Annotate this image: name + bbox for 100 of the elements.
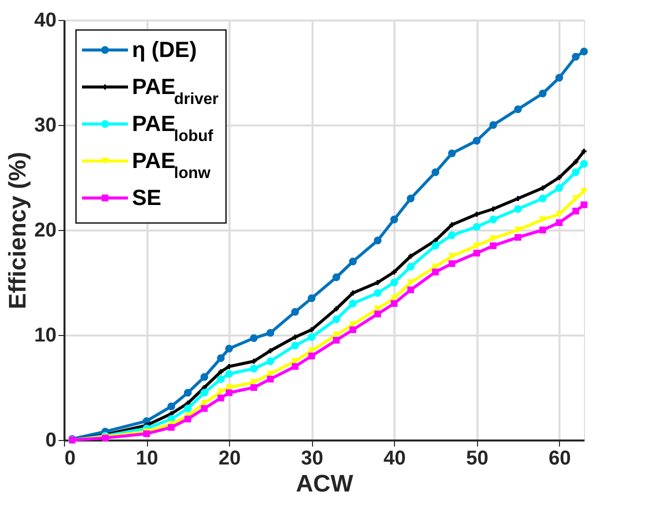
point — [250, 379, 258, 386]
point — [474, 212, 480, 217]
point — [250, 384, 258, 391]
point — [515, 196, 520, 201]
point — [514, 205, 522, 213]
point — [334, 306, 339, 312]
point — [580, 188, 588, 194]
point — [472, 242, 480, 249]
legend-label: SE — [132, 185, 162, 210]
point — [217, 394, 224, 402]
point — [333, 336, 340, 344]
y-tick-label: 10 — [34, 324, 56, 346]
point — [573, 159, 578, 164]
point — [580, 160, 588, 168]
point — [216, 354, 225, 362]
point — [582, 148, 586, 154]
point — [408, 254, 414, 259]
point — [332, 273, 340, 282]
point — [490, 235, 497, 242]
point — [200, 373, 208, 381]
y-tick-label: 0 — [45, 430, 56, 452]
point — [184, 404, 192, 412]
point — [514, 226, 522, 234]
point — [184, 388, 192, 397]
point — [143, 430, 150, 438]
point — [375, 280, 380, 285]
point — [472, 222, 481, 231]
point — [292, 334, 298, 340]
point — [580, 201, 588, 208]
point — [217, 388, 225, 395]
point — [216, 375, 225, 383]
point — [266, 376, 274, 382]
point — [555, 74, 564, 82]
point — [490, 206, 496, 212]
point — [514, 105, 522, 114]
point — [225, 370, 233, 378]
y-axis-title: Efficiency (%) — [4, 152, 32, 310]
x-tick-label: 60 — [548, 448, 571, 470]
point — [407, 286, 414, 294]
point — [250, 364, 258, 372]
point — [406, 194, 415, 202]
point — [268, 348, 273, 354]
point — [167, 402, 176, 410]
point — [448, 260, 456, 267]
point — [432, 168, 440, 176]
point — [250, 334, 258, 342]
point — [308, 294, 316, 302]
point — [556, 219, 563, 226]
point — [309, 327, 314, 332]
point — [200, 388, 208, 397]
point — [349, 258, 357, 266]
point — [539, 226, 546, 234]
point — [539, 216, 546, 223]
point — [448, 231, 456, 240]
point — [538, 194, 547, 202]
point — [390, 216, 398, 224]
point — [226, 389, 232, 396]
x-tick-label: 40 — [384, 448, 406, 470]
point — [332, 315, 340, 324]
x-tick-label: 10 — [136, 448, 158, 470]
y-tick-label: 40 — [34, 10, 56, 32]
point — [374, 310, 382, 318]
point — [538, 90, 547, 98]
point — [406, 279, 414, 286]
point — [448, 253, 456, 260]
point — [514, 234, 522, 241]
point — [251, 358, 256, 364]
point — [200, 405, 208, 412]
point — [489, 216, 498, 224]
point — [580, 48, 588, 56]
point — [374, 289, 382, 297]
point — [291, 342, 299, 350]
y-tick-label: 30 — [34, 114, 56, 136]
x-axis-title: ACW — [296, 470, 354, 498]
point — [448, 149, 456, 158]
point — [472, 136, 481, 145]
point — [572, 52, 580, 61]
point — [432, 268, 439, 276]
point — [572, 208, 580, 214]
x-tick-label: 50 — [466, 448, 488, 470]
point — [489, 121, 498, 129]
point — [266, 329, 274, 337]
x-tick-label: 20 — [218, 448, 241, 470]
point — [218, 369, 224, 374]
point — [308, 352, 315, 360]
point — [349, 300, 357, 308]
point — [266, 357, 274, 366]
point — [540, 186, 546, 190]
point — [473, 250, 480, 256]
point — [392, 270, 397, 274]
point — [308, 333, 316, 341]
x-tick-label: 30 — [300, 448, 324, 470]
point — [168, 424, 175, 431]
point — [374, 236, 382, 244]
point — [556, 175, 562, 180]
point — [291, 308, 299, 316]
point — [350, 326, 356, 334]
point — [292, 363, 298, 370]
point — [225, 344, 233, 353]
point — [406, 262, 415, 271]
